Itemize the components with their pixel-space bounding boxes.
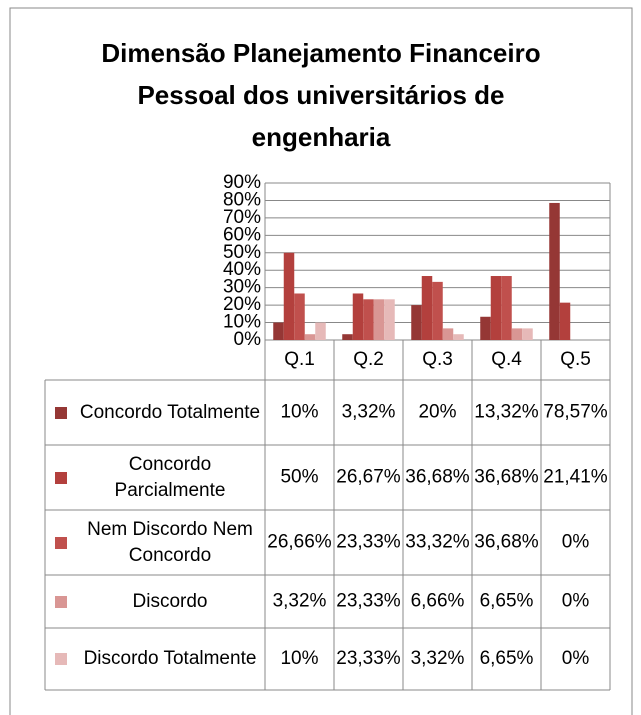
chart-title: Dimensão Planejamento Financeiro — [101, 38, 540, 68]
data-label: 23,33% — [336, 648, 401, 669]
legend-item: Discordo Totalmente — [45, 628, 265, 690]
data-label: 13,32% — [474, 402, 539, 423]
bar — [490, 276, 502, 340]
data-label: 3,32% — [411, 648, 465, 669]
y-tick-label: 10% — [223, 312, 261, 333]
data-label: 6,65% — [480, 648, 534, 669]
data-label: 23,33% — [336, 532, 401, 553]
y-tick-label: 80% — [223, 189, 261, 210]
legend-entry: Discordo — [45, 575, 265, 628]
legend-swatch — [55, 595, 67, 608]
data-label: 21,41% — [543, 467, 608, 488]
x-tick-label: Q.4 — [491, 349, 522, 370]
legend-item: Concordo Totalmente — [45, 380, 265, 445]
legend-entry: Concordo Totalmente — [45, 380, 265, 445]
x-tick-label: Q.5 — [560, 349, 591, 370]
data-label: 10% — [280, 648, 318, 669]
bar — [421, 276, 433, 340]
data-label: 36,68% — [405, 467, 470, 488]
legend-entry: Concordo Parcialmente — [45, 445, 265, 510]
data-label: 20% — [418, 402, 456, 423]
data-label: 50% — [280, 467, 318, 488]
data-label: 6,65% — [480, 591, 534, 612]
bar — [384, 299, 395, 340]
legend-label: Nem Discordo Nem Concordo — [87, 518, 253, 566]
data-label: 0% — [562, 648, 590, 669]
bar — [432, 281, 443, 340]
chart-border — [9, 7, 633, 715]
bar — [315, 322, 326, 340]
data-label: 3,32% — [273, 591, 327, 612]
chart-title: Pessoal dos universitários de — [137, 80, 504, 110]
x-tick-label: Q.2 — [353, 349, 384, 370]
legend-swatch — [55, 653, 67, 665]
data-label: 6,66% — [411, 591, 465, 612]
y-tick-label: 60% — [223, 224, 261, 245]
bar — [411, 305, 422, 340]
legend-swatch — [55, 406, 67, 419]
legend-item: Concordo Parcialmente — [45, 445, 265, 510]
y-tick-label: 90% — [223, 172, 261, 193]
bar — [501, 276, 512, 340]
bar — [363, 299, 374, 340]
bar — [342, 334, 353, 340]
data-label: 10% — [280, 402, 318, 423]
data-label: 0% — [562, 591, 590, 612]
bar — [304, 334, 316, 340]
bar — [352, 293, 364, 340]
legend-label: Discordo — [132, 590, 208, 612]
bar — [442, 328, 454, 340]
legend-label: Discordo Totalmente — [83, 648, 257, 670]
bar — [480, 316, 491, 340]
x-tick-label: Q.1 — [284, 349, 315, 370]
data-label: 23,33% — [336, 591, 401, 612]
legend-swatch — [55, 536, 67, 549]
bar — [273, 322, 284, 340]
legend-item: Nem Discordo Nem Concordo — [45, 510, 265, 575]
bar — [283, 252, 295, 340]
legend-label: Concordo Parcialmente — [114, 453, 226, 501]
bar — [373, 299, 385, 340]
bar — [559, 302, 571, 340]
chart-title: engenharia — [252, 122, 391, 152]
legend-label: Concordo Totalmente — [79, 401, 261, 423]
legend-entry: Nem Discordo Nem Concordo — [45, 510, 265, 575]
legend-swatch — [55, 471, 67, 484]
bar — [294, 293, 305, 340]
y-tick-label: 20% — [223, 294, 261, 315]
y-tick-label: 40% — [223, 259, 261, 280]
x-tick-label: Q.3 — [422, 349, 453, 370]
y-tick-label: 30% — [223, 277, 261, 298]
data-label: 78,57% — [543, 402, 608, 423]
bar — [511, 328, 523, 340]
y-tick-label: 70% — [223, 207, 261, 228]
legend-entry: Discordo Totalmente — [45, 628, 265, 690]
data-label: 33,32% — [405, 532, 470, 553]
data-label: 36,68% — [474, 467, 539, 488]
legend-item: Discordo — [45, 575, 265, 628]
bar — [453, 334, 464, 340]
data-label: 3,32% — [342, 402, 396, 423]
y-tick-label: 0% — [234, 329, 262, 350]
data-label: 36,68% — [474, 532, 539, 553]
data-label: 0% — [562, 532, 590, 553]
bar — [549, 202, 560, 340]
bar — [522, 328, 533, 340]
data-label: 26,67% — [336, 467, 401, 488]
y-tick-label: 50% — [223, 242, 261, 263]
data-label: 26,66% — [267, 532, 332, 553]
